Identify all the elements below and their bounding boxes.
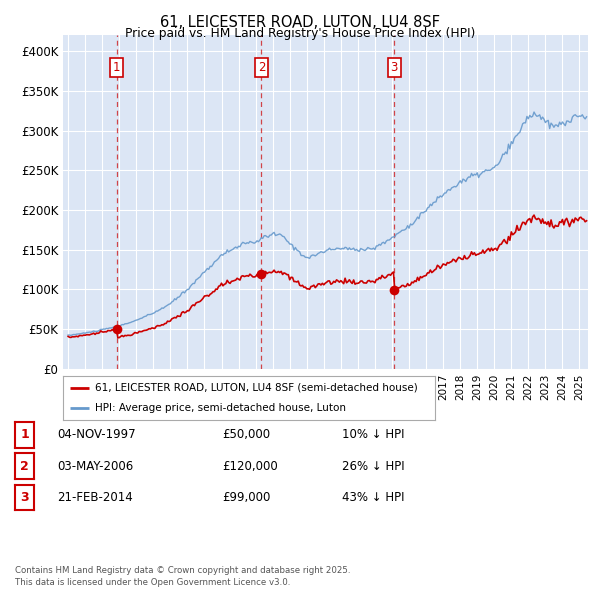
Text: 2: 2	[20, 460, 29, 473]
Text: Price paid vs. HM Land Registry's House Price Index (HPI): Price paid vs. HM Land Registry's House …	[125, 27, 475, 40]
Text: 1: 1	[20, 428, 29, 441]
Text: 26% ↓ HPI: 26% ↓ HPI	[342, 460, 404, 473]
Text: 61, LEICESTER ROAD, LUTON, LU4 8SF: 61, LEICESTER ROAD, LUTON, LU4 8SF	[160, 15, 440, 30]
Text: 03-MAY-2006: 03-MAY-2006	[57, 460, 133, 473]
Text: £99,000: £99,000	[222, 491, 271, 504]
Text: 43% ↓ HPI: 43% ↓ HPI	[342, 491, 404, 504]
Text: Contains HM Land Registry data © Crown copyright and database right 2025.
This d: Contains HM Land Registry data © Crown c…	[15, 566, 350, 587]
Text: 04-NOV-1997: 04-NOV-1997	[57, 428, 136, 441]
Text: 10% ↓ HPI: 10% ↓ HPI	[342, 428, 404, 441]
Text: 21-FEB-2014: 21-FEB-2014	[57, 491, 133, 504]
Text: 2: 2	[257, 61, 265, 74]
Text: 61, LEICESTER ROAD, LUTON, LU4 8SF (semi-detached house): 61, LEICESTER ROAD, LUTON, LU4 8SF (semi…	[95, 383, 418, 393]
Text: 3: 3	[391, 61, 398, 74]
Text: 3: 3	[20, 491, 29, 504]
Text: 1: 1	[113, 61, 120, 74]
Text: £50,000: £50,000	[222, 428, 270, 441]
Text: £120,000: £120,000	[222, 460, 278, 473]
Text: HPI: Average price, semi-detached house, Luton: HPI: Average price, semi-detached house,…	[95, 403, 346, 413]
